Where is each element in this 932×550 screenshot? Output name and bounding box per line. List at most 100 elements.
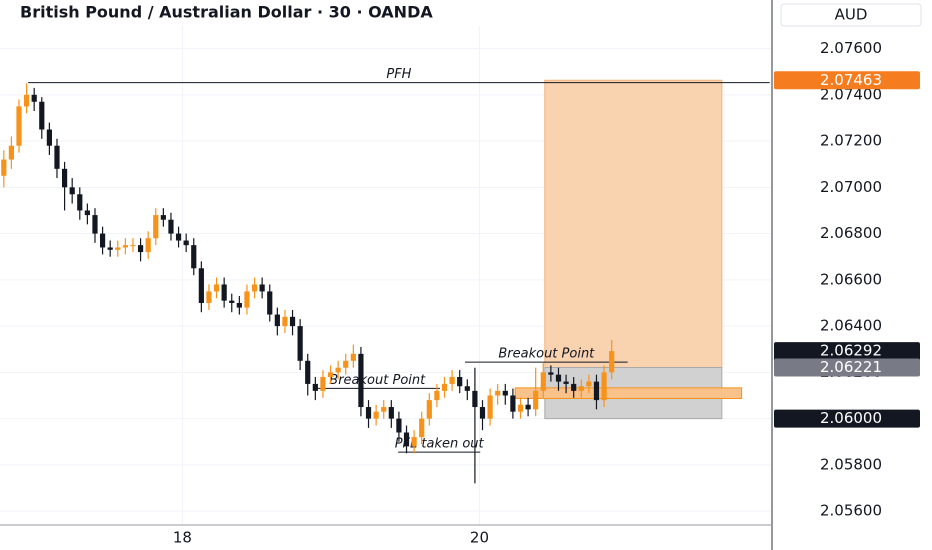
candle-body bbox=[479, 407, 486, 419]
candle-body bbox=[517, 404, 524, 412]
candle-body bbox=[229, 300, 235, 303]
price-label: 2.06000 bbox=[820, 409, 882, 427]
candle-body bbox=[525, 404, 531, 410]
candle-body bbox=[54, 145, 60, 169]
candle-body bbox=[99, 233, 106, 248]
candle-body bbox=[31, 94, 37, 102]
y-tick-label: 2.06600 bbox=[820, 270, 882, 288]
y-tick-label: 2.06400 bbox=[820, 317, 882, 335]
x-tick-label: 18 bbox=[173, 529, 192, 547]
candle-body bbox=[297, 326, 303, 361]
price-label: 2.06221 bbox=[820, 358, 882, 376]
candle-body bbox=[571, 383, 577, 391]
candle-body bbox=[191, 245, 197, 269]
candle-body bbox=[548, 372, 554, 375]
candle-body bbox=[46, 129, 52, 146]
candle-body bbox=[373, 411, 379, 419]
candle-body bbox=[540, 372, 546, 391]
y-tick-label: 2.06800 bbox=[820, 224, 882, 242]
annotation: Breakout Point bbox=[498, 347, 595, 362]
candle-body bbox=[61, 168, 68, 188]
candle-body bbox=[274, 314, 280, 327]
y-tick-label: 2.07000 bbox=[820, 178, 882, 196]
candle-body bbox=[69, 187, 75, 195]
candle-body bbox=[282, 316, 288, 327]
candle-body bbox=[472, 390, 478, 408]
candle-body bbox=[160, 215, 166, 220]
zone bbox=[514, 387, 743, 399]
y-tick-label: 2.05600 bbox=[820, 502, 882, 520]
candle-body bbox=[419, 418, 425, 438]
candle-body bbox=[411, 437, 417, 447]
candle-body bbox=[343, 360, 349, 368]
candle-body bbox=[213, 284, 220, 292]
candle-body bbox=[403, 432, 410, 447]
candle-body bbox=[115, 247, 121, 250]
drawings: PFH Breakout Point Breakout Point PFL taken… bbox=[28, 67, 770, 453]
candle-body bbox=[593, 381, 600, 401]
profit-zone bbox=[544, 79, 723, 369]
candle-body bbox=[495, 390, 501, 396]
x-tick-label: 20 bbox=[470, 529, 489, 547]
candle-body bbox=[289, 316, 296, 327]
candle-body bbox=[236, 302, 242, 308]
candle-body bbox=[327, 372, 334, 377]
candles bbox=[1, 83, 615, 484]
candle-body bbox=[388, 407, 394, 419]
price-label-box bbox=[774, 358, 920, 377]
candle-body bbox=[578, 386, 584, 391]
candle-body bbox=[251, 284, 258, 292]
candle-body bbox=[16, 106, 22, 146]
grid bbox=[0, 0, 772, 525]
candle-body bbox=[586, 381, 592, 387]
candle-body bbox=[464, 386, 470, 391]
candle-body bbox=[381, 407, 387, 412]
currency-box[interactable] bbox=[780, 3, 922, 27]
candle-body bbox=[137, 245, 144, 253]
annotation: Breakout Point bbox=[329, 373, 426, 388]
candle-body bbox=[441, 383, 448, 391]
candle-body bbox=[449, 376, 455, 384]
candle-body bbox=[365, 407, 372, 419]
candle-body bbox=[434, 390, 440, 401]
candle-body bbox=[312, 383, 318, 391]
candle-body bbox=[320, 376, 326, 391]
candle-body bbox=[84, 210, 90, 216]
title-bg bbox=[0, 0, 720, 26]
candle-body bbox=[563, 381, 569, 384]
candle-body bbox=[198, 268, 204, 303]
candle-body bbox=[153, 215, 159, 239]
y-tick-label: 2.07200 bbox=[820, 132, 882, 150]
candle-body bbox=[267, 291, 273, 315]
chart-title: British Pound / Australian Dollar · 30 ·… bbox=[20, 3, 433, 22]
candle-body bbox=[77, 194, 83, 211]
candle-body bbox=[457, 376, 463, 387]
annotation: PFH bbox=[386, 67, 411, 82]
candle-body bbox=[175, 233, 182, 241]
candle-body bbox=[39, 101, 45, 130]
candle-body bbox=[107, 247, 113, 250]
candle-body bbox=[555, 374, 562, 382]
candle-body bbox=[168, 219, 174, 234]
candle-body bbox=[502, 390, 508, 396]
currency: AUD bbox=[835, 6, 868, 24]
candle-body bbox=[1, 159, 7, 176]
candle-body bbox=[244, 291, 250, 308]
price-label-box bbox=[774, 409, 920, 428]
candle-body bbox=[145, 238, 151, 253]
candle-body bbox=[350, 353, 356, 361]
candle-body bbox=[609, 351, 615, 373]
axes: 2.07600 2.07400 2.07200 2.07000 2.06800 2.066… bbox=[173, 39, 920, 547]
candle-body bbox=[533, 390, 539, 410]
y-tick-label: 2.07400 bbox=[820, 85, 882, 103]
candle-body bbox=[183, 240, 189, 246]
y-tick-label: 2.07600 bbox=[820, 39, 882, 57]
candle-body bbox=[259, 284, 265, 292]
candle-body bbox=[221, 284, 227, 301]
candle-body bbox=[305, 360, 311, 384]
candle-body bbox=[92, 215, 98, 234]
candle-body bbox=[426, 400, 432, 419]
price-label: 2.07463 bbox=[820, 71, 882, 89]
